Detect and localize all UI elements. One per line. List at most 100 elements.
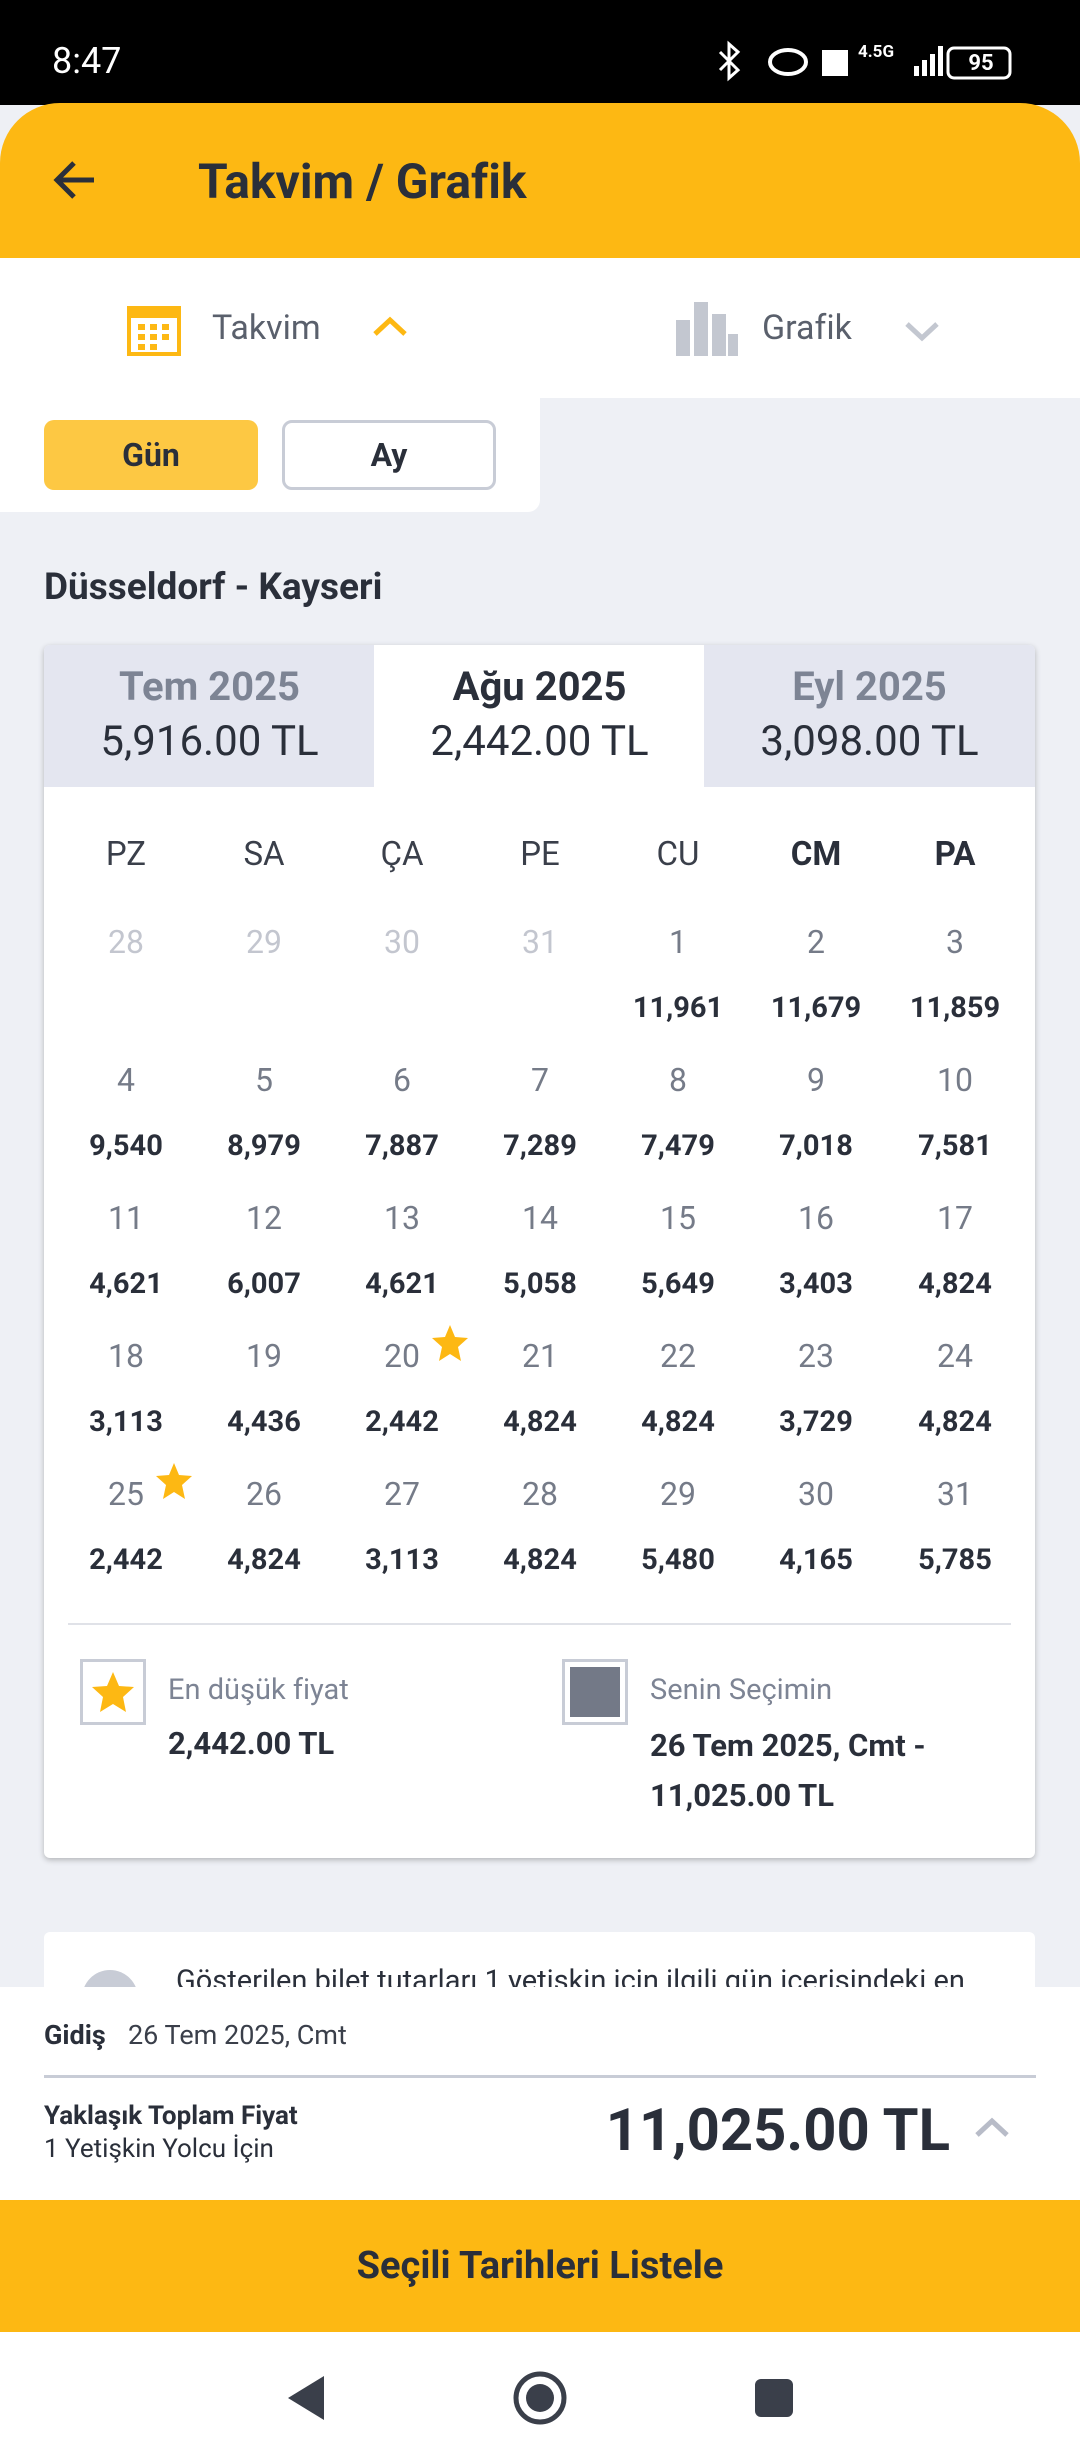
month-name: Ağu 2025 xyxy=(452,663,627,710)
day-number: 29 xyxy=(660,1475,696,1513)
day-number: 30 xyxy=(384,923,420,961)
month-name: Tem 2025 xyxy=(119,663,300,710)
legend-label: Senin Seçimin xyxy=(650,1673,833,1707)
chevron-up xyxy=(373,316,407,336)
clock: 8:47 xyxy=(52,40,122,82)
navigation-bar xyxy=(0,2332,1080,2460)
departure-value: 26 Tem 2025, Cmt xyxy=(128,2019,347,2051)
day-number: 31 xyxy=(522,923,558,961)
divider xyxy=(68,1623,1011,1625)
day-number: 13 xyxy=(384,1199,420,1237)
month-button[interactable]: Ay xyxy=(282,420,496,490)
day-number: 3 xyxy=(946,923,964,961)
day-price: 11,961 xyxy=(632,991,724,1025)
day-price: 4,824 xyxy=(503,1543,577,1577)
legend-label: En düşük fiyat xyxy=(168,1673,349,1707)
calendar-card: Tem 2025 5,916.00 TL Ağu 2025 2,442.00 TL Ey… xyxy=(44,645,1035,1858)
legend-value: 2,442.00 TL xyxy=(168,1725,335,1762)
day-number: 10 xyxy=(937,1061,973,1099)
day-number: 28 xyxy=(522,1475,558,1513)
day-price: 4,165 xyxy=(779,1543,853,1577)
day-price: 4,824 xyxy=(918,1405,992,1439)
star-icon xyxy=(92,1672,134,1712)
month-tab[interactable]: Tem 2025 5,916.00 TL xyxy=(44,645,375,787)
day-price: 5,480 xyxy=(641,1543,715,1577)
list-dates-button[interactable]: Seçili Tarihleri Listele xyxy=(0,2200,1080,2332)
summary-footer: Gidiş 26 Tem 2025, Cmt Yaklaşık Toplam F… xyxy=(0,1987,1080,2200)
day-price: 5,649 xyxy=(641,1267,715,1301)
total-label: Yaklaşık Toplam Fiyat xyxy=(44,2101,298,2131)
divider xyxy=(44,2075,1036,2078)
day-price: 7,479 xyxy=(641,1129,715,1163)
chart-tab[interactable]: Grafik xyxy=(670,288,970,368)
back-button[interactable] xyxy=(50,155,100,205)
day-number: 7 xyxy=(531,1061,549,1099)
chevron-down xyxy=(905,322,939,342)
day-price: 2,442 xyxy=(365,1405,439,1439)
month-tab[interactable]: Eyl 2025 3,098.00 TL xyxy=(704,645,1035,787)
month-price: 3,098.00 TL xyxy=(760,717,979,766)
month-price: 2,442.00 TL xyxy=(430,717,649,766)
day-number: 31 xyxy=(937,1475,973,1513)
day-price: 11,859 xyxy=(909,991,1001,1025)
day-number: 18 xyxy=(108,1337,144,1375)
weekday: CM xyxy=(790,835,842,874)
day-number: 4 xyxy=(117,1061,135,1099)
day-number: 2 xyxy=(807,923,825,961)
nav-back[interactable] xyxy=(280,2372,330,2424)
day-price: 4,621 xyxy=(89,1267,163,1301)
passengers: 1 Yetişkin Yolcu İçin xyxy=(44,2134,274,2164)
day-number: 8 xyxy=(669,1061,687,1099)
day-price: 3,113 xyxy=(365,1543,439,1577)
day-price: 5,785 xyxy=(918,1543,992,1577)
day-number: 21 xyxy=(522,1337,558,1375)
day-number: 27 xyxy=(384,1475,420,1513)
day-number: 22 xyxy=(660,1337,696,1375)
day-number: 17 xyxy=(937,1199,973,1237)
day-price: 9,540 xyxy=(89,1129,163,1163)
nav-recents[interactable] xyxy=(752,2376,796,2420)
day-number: 25 xyxy=(108,1475,144,1513)
day-price: 11,679 xyxy=(770,991,862,1025)
day-number: 29 xyxy=(246,923,282,961)
day-price: 6,007 xyxy=(227,1267,301,1301)
day-price: 5,058 xyxy=(503,1267,577,1301)
day-number: 11 xyxy=(108,1199,144,1237)
day-price: 3,113 xyxy=(89,1405,163,1439)
weekday: PZ xyxy=(105,835,147,874)
day-number: 26 xyxy=(246,1475,282,1513)
calendar-tab[interactable]: Takvim xyxy=(120,288,420,368)
day-number: 23 xyxy=(798,1337,834,1375)
period-toggle: Gün Ay xyxy=(0,398,540,512)
day-number: 12 xyxy=(246,1199,282,1237)
day-price: 7,887 xyxy=(365,1129,439,1163)
day-price: 4,824 xyxy=(503,1405,577,1439)
day-price: 4,824 xyxy=(641,1405,715,1439)
day-price: 4,824 xyxy=(227,1543,301,1577)
weekday: SA xyxy=(243,835,285,874)
day-number: 1 xyxy=(669,923,687,961)
nav-home[interactable] xyxy=(510,2368,570,2428)
day-price: 3,403 xyxy=(779,1267,853,1301)
page-title: Takvim / Grafik xyxy=(198,153,527,210)
total-price: 11,025.00 TL xyxy=(605,2097,950,2165)
calendar-icon xyxy=(127,306,181,356)
day-price: 4,621 xyxy=(365,1267,439,1301)
tab-label: Takvim xyxy=(212,308,321,348)
day-number: 19 xyxy=(246,1337,282,1375)
month-tab[interactable]: Ağu 2025 2,442.00 TL xyxy=(374,645,705,787)
month-price: 5,916.00 TL xyxy=(100,717,319,766)
day-price: 4,436 xyxy=(227,1405,301,1439)
view-tabs: Takvim Grafik xyxy=(0,258,1080,398)
weekday: CU xyxy=(656,835,700,874)
day-number: 24 xyxy=(937,1337,973,1375)
selection-swatch xyxy=(562,1659,628,1725)
lowest-price-star xyxy=(156,1463,192,1499)
expand-summary[interactable] xyxy=(972,2113,1012,2143)
day-button[interactable]: Gün xyxy=(44,420,258,490)
lowest-price-star xyxy=(432,1325,468,1361)
legend-value: 26 Tem 2025, Cmt - 11,025.00 TL xyxy=(650,1727,926,1814)
day-price: 8,979 xyxy=(227,1129,301,1163)
route: Düsseldorf - Kayseri xyxy=(44,566,383,609)
